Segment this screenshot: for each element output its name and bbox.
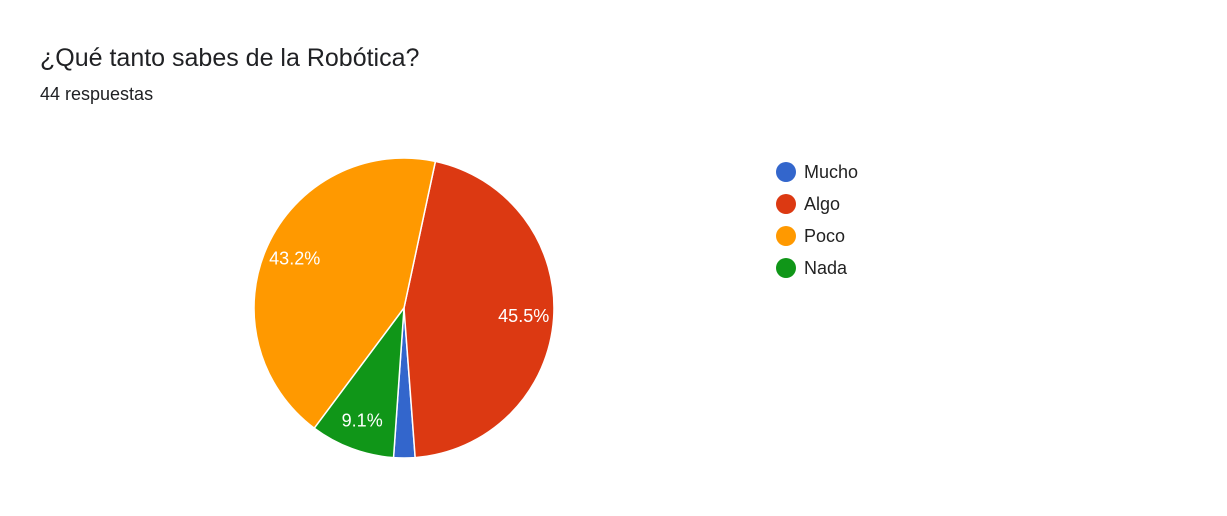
legend-item-algo[interactable]: Algo: [776, 188, 858, 220]
legend-swatch-nada: [776, 258, 796, 278]
data-label-nada: 9.1%: [342, 411, 383, 431]
legend-swatch-algo: [776, 194, 796, 214]
legend-label-nada: Nada: [804, 257, 848, 278]
pie-slice-algo[interactable]: [403, 160, 555, 459]
chart-title: ¿Qué tanto sabes de la Robótica?: [40, 44, 420, 72]
legend-label-algo: Algo: [804, 193, 841, 214]
data-label-poco: 43.2%: [269, 248, 320, 268]
pie-slice-poco[interactable]: [253, 157, 437, 429]
response-count: 44 respuestas: [40, 84, 154, 104]
legend-label-mucho: Mucho: [804, 161, 859, 182]
pie-slices: [253, 157, 555, 459]
pie-data-labels: 45.5% 43.2% 9.1%: [269, 248, 549, 430]
data-label-algo: 45.5%: [498, 306, 549, 326]
legend-item-mucho[interactable]: Mucho: [776, 156, 858, 188]
legend-item-poco[interactable]: Poco: [776, 220, 858, 252]
legend-item-nada[interactable]: Nada: [776, 252, 858, 284]
legend-swatch-poco: [776, 226, 796, 246]
chart-legend: Mucho Algo Poco Nada: [776, 156, 858, 284]
legend-label-poco: Poco: [804, 225, 846, 246]
legend-swatch-mucho: [776, 162, 796, 182]
pie-slice-nada[interactable]: [313, 307, 405, 459]
